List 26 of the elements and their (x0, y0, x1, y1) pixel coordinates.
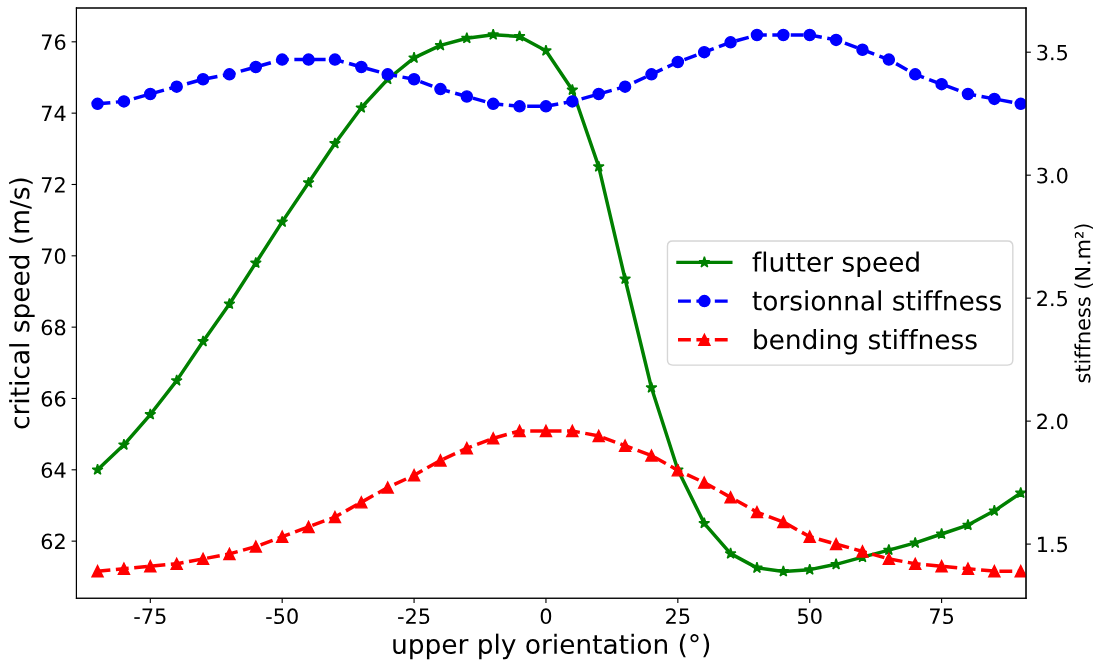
legend-label: flutter speed (752, 251, 919, 278)
y2-tick-label: 3.5 (1037, 44, 1068, 61)
y-tick-label: 68 (41, 319, 66, 336)
y-tick-label: 64 (41, 462, 66, 479)
x-tick-label: -25 (398, 608, 430, 625)
y2-tick-label: 2.0 (1037, 413, 1068, 430)
y-tick-label: 72 (41, 176, 65, 193)
x-tick-label: 0 (540, 608, 552, 625)
y-tick-label: 74 (41, 105, 66, 122)
x-tick-label: -50 (266, 608, 298, 625)
y-tick-label: 76 (41, 34, 66, 51)
x-tick-label: 75 (930, 608, 954, 625)
y-tick-label: 66 (41, 390, 66, 407)
y2-tick-label: 2.5 (1037, 290, 1068, 307)
legend-label: torsionnal stiffness (752, 290, 1001, 311)
x-tick-label: 50 (798, 608, 822, 625)
y2-tick-label: 3.0 (1037, 167, 1068, 184)
y-axis-title: critical speed (m/s) (9, 178, 35, 429)
y2-axis-title: stiffness (N.m²) (1074, 224, 1093, 383)
y2-tick-label: 1.5 (1038, 536, 1068, 553)
y-tick-label: 62 (41, 533, 65, 550)
x-tick-label: 25 (666, 608, 690, 625)
legend-label: bending stiffness (754, 329, 977, 355)
y-tick-label: 70 (41, 248, 66, 265)
x-tick-label: -75 (134, 608, 166, 625)
x-axis-title: upper ply orientation (°) (393, 633, 710, 660)
